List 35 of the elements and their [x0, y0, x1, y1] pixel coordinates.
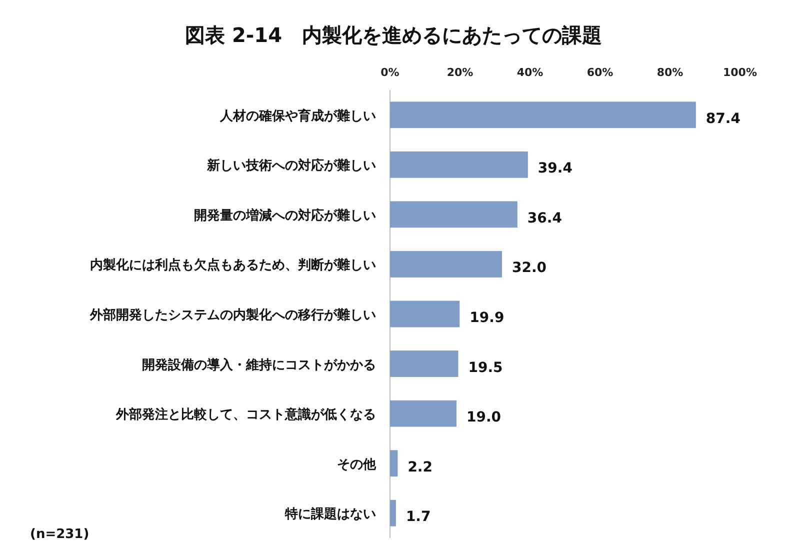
- y-tick-label: 開発量の増減への対応が難しい: [194, 207, 376, 224]
- y-tick-label: 内製化には利点も欠点もあるため、判断が難しい: [90, 257, 376, 274]
- y-tick-label: 特に課題はない: [284, 506, 376, 522]
- data-label: 36.4: [527, 210, 562, 226]
- x-tick-label: 0%: [380, 66, 400, 79]
- bar: [390, 350, 458, 377]
- x-tick-label: 80%: [656, 66, 684, 79]
- bar: [390, 300, 460, 328]
- bar: [390, 500, 396, 526]
- data-label: 2.2: [408, 459, 433, 476]
- y-tick-label: その他: [337, 457, 377, 472]
- data-label: 32.0: [512, 260, 547, 276]
- x-tick-label: 100%: [723, 66, 757, 79]
- x-tick-label: 20%: [446, 66, 474, 79]
- y-tick-label: 新しい技術への対応が難しい: [206, 158, 376, 174]
- x-tick-label: 40%: [516, 66, 544, 79]
- bar: [390, 251, 502, 278]
- bar: [390, 102, 696, 128]
- data-label: 1.7: [406, 509, 431, 526]
- data-label: 19.0: [466, 410, 502, 426]
- x-tick-label: 60%: [586, 66, 614, 79]
- data-label: 19.9: [470, 310, 504, 326]
- data-label: 39.4: [538, 160, 573, 177]
- data-label: 19.5: [468, 360, 503, 376]
- y-tick-label: 外部発注と比較して、コスト意識が低くなる: [115, 406, 376, 423]
- data-label: 87.4: [706, 110, 741, 127]
- y-tick-label: 開発設備の導入・維持にコストがかかる: [142, 356, 376, 373]
- bar: [390, 450, 398, 477]
- text: (n=231): [30, 527, 90, 542]
- bar: [390, 201, 518, 228]
- y-tick-label: 人材の確保や育成が難しい: [219, 108, 376, 124]
- bar: [390, 400, 456, 427]
- bar: [390, 151, 528, 178]
- chart-title: 図表 2-14 内製化を進めるにあたっての課題: [184, 23, 602, 47]
- y-tick-label: 外部開発したシステムの内製化への移行が難しい: [89, 307, 376, 323]
